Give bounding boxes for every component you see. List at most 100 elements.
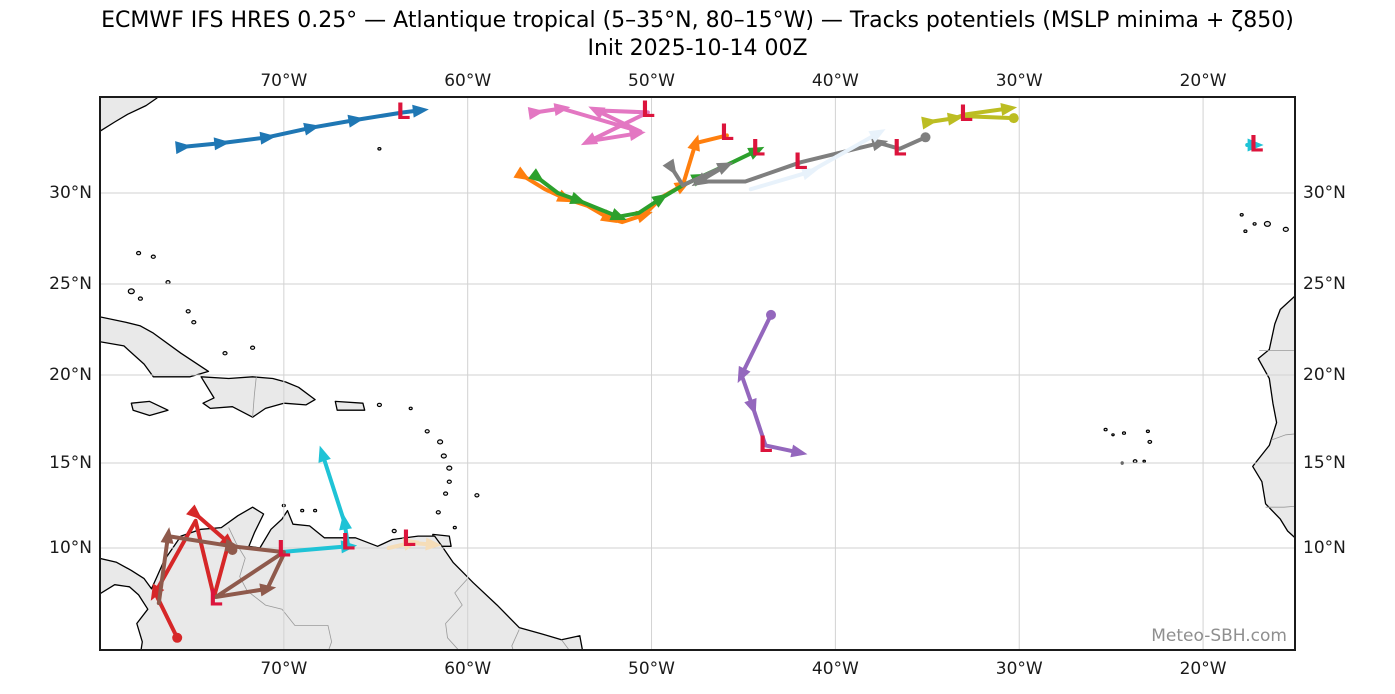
lon-tick-label-top: 50°W — [628, 71, 675, 91]
small-island — [440, 453, 447, 459]
small-island — [313, 508, 318, 513]
basemap-layer — [100, 97, 1295, 650]
watermark-text: Meteo-SBH.com — [1151, 626, 1287, 646]
track-arrow-icon — [259, 583, 277, 597]
small-island — [137, 296, 143, 301]
small-island — [250, 345, 256, 350]
small-island — [1145, 429, 1151, 434]
track-arrow-icon — [175, 141, 192, 155]
track-paleblue — [748, 129, 886, 192]
track-arrow-icon — [747, 146, 765, 160]
small-island — [165, 280, 171, 285]
lon-tick-label-top: 40°W — [812, 71, 859, 91]
track-pink — [527, 103, 650, 146]
land-us-southeast — [100, 97, 158, 132]
track-arrow-icon — [580, 132, 599, 146]
small-island — [300, 508, 305, 513]
track-arrow-icon — [744, 397, 757, 416]
small-island — [1142, 459, 1147, 463]
track-arrow-icon — [790, 444, 808, 458]
track-arrow-icon — [716, 162, 734, 175]
track-arrow-icon — [412, 104, 429, 118]
lon-tick-label-bottom: 70°W — [260, 659, 307, 679]
small-island — [446, 465, 453, 471]
small-island — [191, 320, 197, 325]
track-arrow-icon — [588, 106, 606, 120]
track-yellow-branch — [963, 113, 1019, 124]
lon-tick-label-bottom: 60°W — [444, 659, 491, 679]
track-point-dot — [1008, 113, 1019, 124]
track-point-dot — [172, 632, 183, 643]
tracks-layer — [150, 103, 1264, 643]
gridline-layer — [100, 97, 1295, 650]
track-arrow-icon — [340, 540, 358, 554]
track-point-dot — [766, 309, 776, 320]
small-island — [185, 309, 191, 314]
lon-tick-label-bottom: 30°W — [996, 659, 1043, 679]
low-pressure-marker: L — [893, 136, 907, 161]
track-arrow-icon — [553, 103, 571, 116]
lat-tick-label-right: 20°N — [1303, 365, 1346, 385]
small-island — [437, 439, 444, 445]
lat-tick-label-left: 15°N — [49, 453, 92, 473]
country-border — [511, 629, 520, 650]
track-arrow-icon — [347, 114, 365, 128]
track-arrow-icon — [339, 513, 352, 531]
low-pressure-marker: L — [758, 433, 772, 458]
track-cyan — [278, 445, 358, 555]
lat-tick-label-left: 30°N — [49, 183, 92, 203]
small-island — [1239, 213, 1244, 217]
track-arrow-icon — [662, 158, 677, 176]
small-island — [377, 147, 382, 151]
track-purple — [737, 309, 808, 458]
small-island — [443, 491, 449, 496]
small-island — [127, 288, 135, 295]
track-arrow-icon — [921, 116, 939, 130]
land-jamaica — [130, 400, 169, 417]
track-arrow-icon — [425, 537, 442, 551]
figure-subtitle: Init 2025-10-14 00Z — [587, 36, 808, 61]
lon-tick-label-top: 60°W — [444, 71, 491, 91]
low-pressure-marker: L — [277, 538, 291, 563]
track-arrow-icon — [213, 137, 231, 151]
low-pressure-marker: L — [396, 100, 410, 125]
lon-tick-label-top: 30°W — [996, 71, 1043, 91]
low-pressure-marker: L — [1249, 133, 1263, 158]
track-line-orange — [520, 133, 729, 225]
track-arrow-icon — [628, 128, 646, 142]
track-arrow-icon — [160, 527, 174, 544]
lat-tick-label-right: 30°N — [1303, 183, 1346, 203]
small-island — [1243, 229, 1248, 234]
track-line-cyan — [278, 452, 351, 555]
small-island — [1132, 459, 1138, 464]
track-arrow-icon — [318, 445, 331, 463]
small-island — [1282, 226, 1289, 232]
track-canary-mini — [1245, 138, 1264, 152]
lat-tick-label-left: 20°N — [49, 365, 92, 385]
track-arrow-icon — [651, 193, 669, 208]
low-pressure-marker: L — [751, 136, 765, 161]
lat-tick-label-right: 10°N — [1303, 538, 1346, 558]
country-border — [561, 639, 570, 650]
track-arrow-icon — [737, 365, 751, 384]
small-island — [1121, 431, 1127, 435]
lat-tick-label-left: 25°N — [49, 274, 92, 294]
small-island — [1147, 439, 1153, 444]
lat-tick-label-right: 25°N — [1303, 274, 1346, 294]
small-island — [408, 406, 413, 411]
country-border — [445, 578, 468, 650]
small-island — [391, 528, 397, 534]
low-pressure-marker: L — [959, 102, 973, 127]
track-arrow-icon — [609, 208, 627, 221]
track-arrow-icon — [947, 112, 964, 126]
track-arrow-icon — [1247, 138, 1264, 152]
land-africa — [1252, 295, 1295, 539]
land-cuba — [100, 316, 210, 378]
small-island — [452, 525, 457, 530]
track-arrow-icon — [527, 107, 545, 120]
low-pressure-marker: L — [641, 98, 655, 123]
lat-tick-label-right: 15°N — [1303, 453, 1346, 473]
